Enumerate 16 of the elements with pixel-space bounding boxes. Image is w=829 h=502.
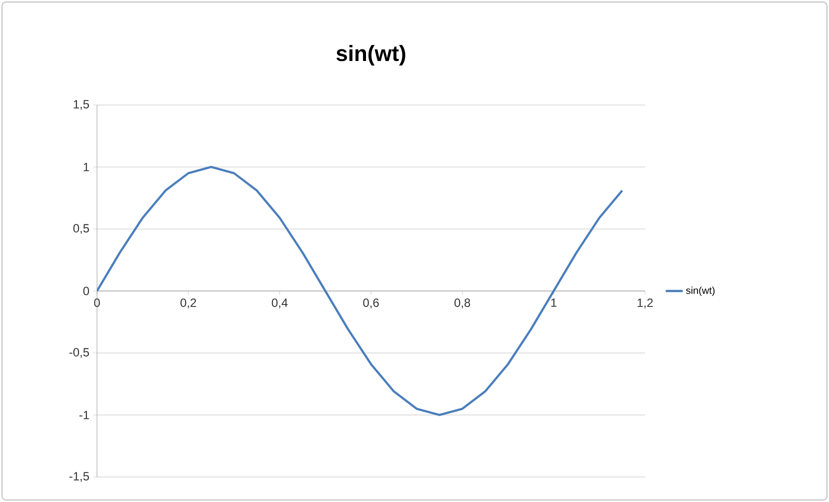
y-tick-label: -1 [79,410,89,420]
x-tick-label: 1 [551,298,556,307]
y-tick-label: 0 [83,286,90,296]
x-tick-label: 0,6 [363,298,379,308]
chart-title: sin(wt) [336,45,406,66]
x-tick-label: 1,2 [638,298,653,308]
y-tick-label: -0,5 [69,348,89,358]
x-tick-label: 0,4 [272,298,288,308]
y-tick-label: 0,5 [73,224,89,234]
x-tick-label: 0 [94,298,100,307]
y-tick-label: -1,5 [69,472,89,482]
legend-label: sin(wt) [686,286,715,296]
y-tick-label: 1 [84,162,89,172]
x-tick-label: 0,8 [454,298,470,308]
x-tick-label: 0,2 [180,298,196,308]
y-tick-label: 1,5 [74,100,89,110]
